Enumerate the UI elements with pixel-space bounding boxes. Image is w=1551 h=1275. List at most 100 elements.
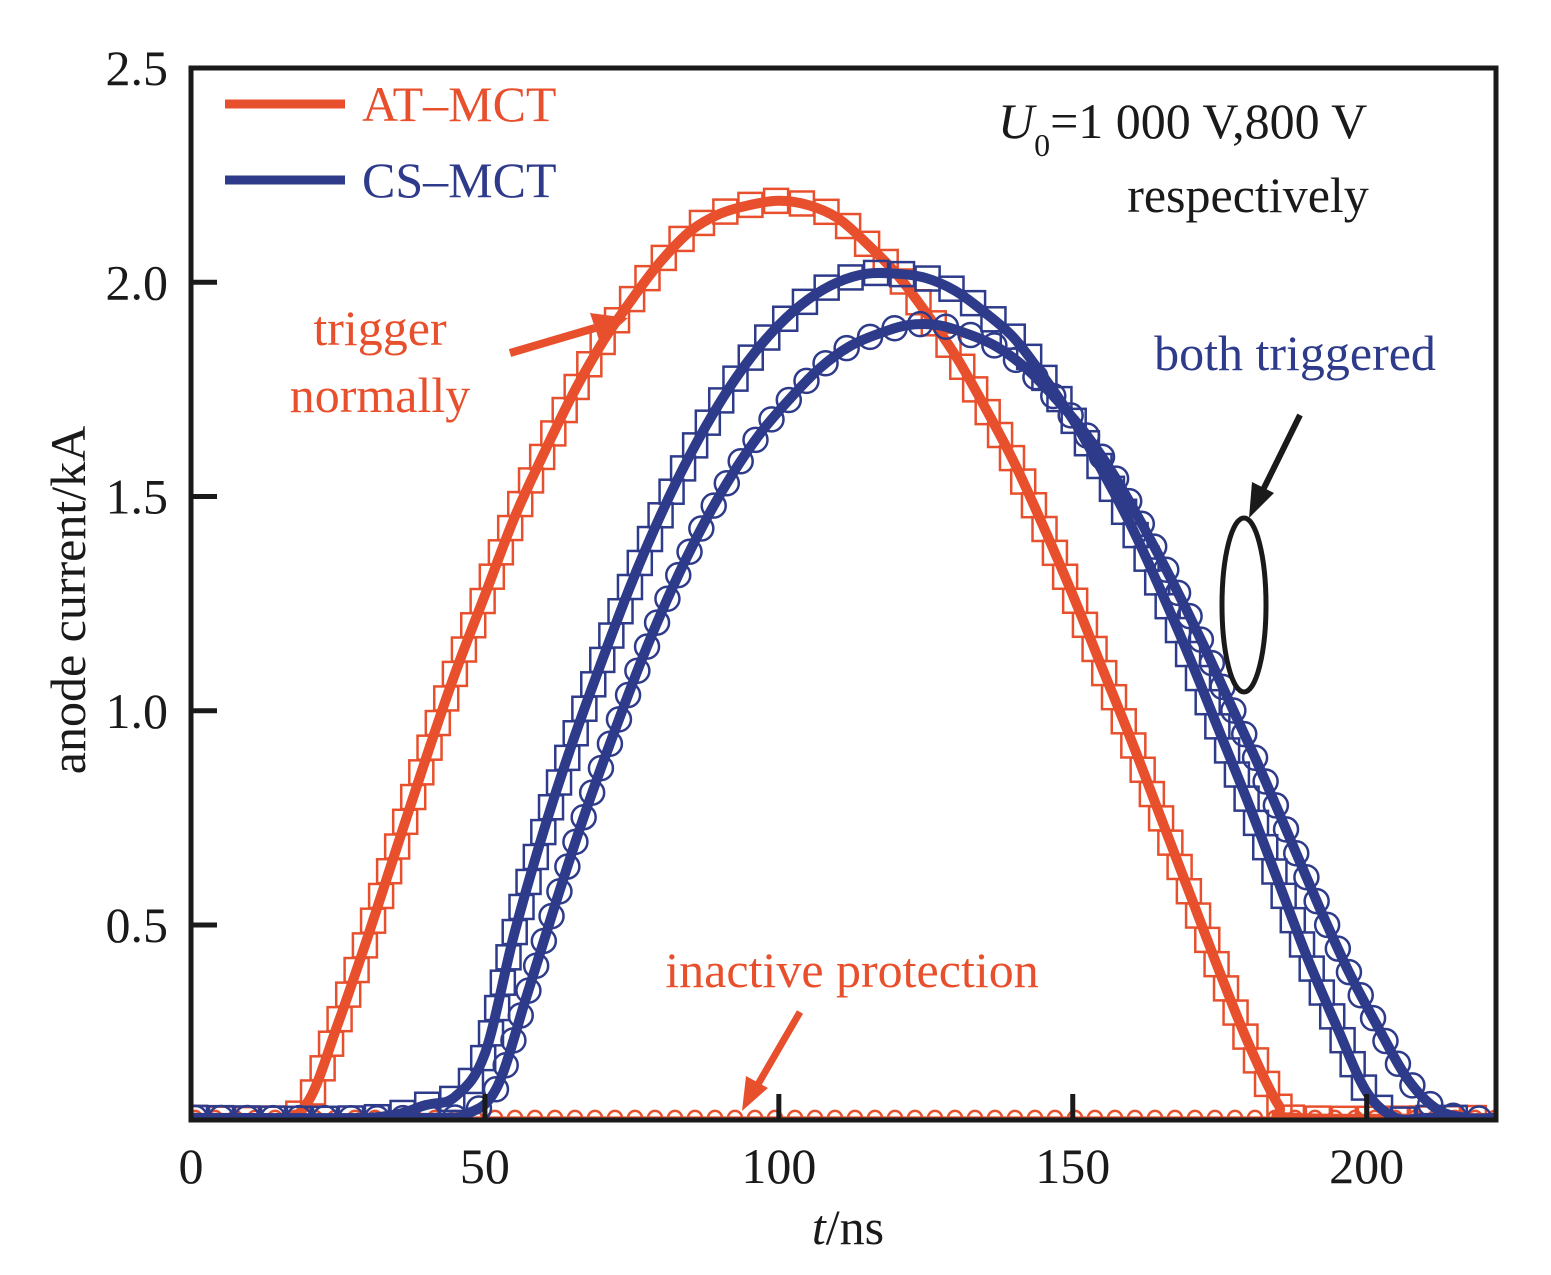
data-point <box>1399 1072 1426 1099</box>
data-point <box>1164 579 1192 607</box>
data-point <box>707 387 735 414</box>
x-tick-label: 50 <box>460 1138 510 1194</box>
data-point <box>482 1076 510 1103</box>
condition-note-line2: respectively <box>1127 167 1369 223</box>
data-point <box>742 426 769 454</box>
data-point <box>834 212 862 240</box>
data-point <box>1241 744 1269 772</box>
data-point <box>1140 533 1168 560</box>
data-point <box>483 994 511 1022</box>
data-point <box>1153 556 1180 583</box>
data-point <box>1262 792 1290 819</box>
data-point <box>981 332 1008 359</box>
x-axis-title: t/ns <box>812 1199 884 1255</box>
data-point <box>980 306 1007 333</box>
data-point <box>596 730 624 758</box>
data-point <box>722 365 749 392</box>
data-point <box>727 447 754 475</box>
data-point <box>668 225 695 253</box>
series-line <box>191 319 1496 1120</box>
tick-layer: 0 50 100 150 200 0.5 1.0 1.5 2.0 2.5 <box>106 40 1405 1194</box>
data-point <box>1347 982 1374 1009</box>
data-point <box>643 609 671 636</box>
y-tick-label: 1.5 <box>106 469 169 525</box>
data-point <box>791 288 819 316</box>
data-point <box>1252 768 1279 795</box>
condition-subscript: 0 <box>1034 127 1050 163</box>
annotation-both-ellipse <box>1219 515 1269 695</box>
data-point <box>439 1085 466 1113</box>
data-point <box>1187 626 1215 653</box>
annotation-trigger-arrowhead <box>590 313 628 343</box>
y-tick-label: 2.5 <box>106 40 169 96</box>
annotation-inactive-arrow-shaft <box>753 1010 804 1088</box>
data-point <box>700 492 727 519</box>
y-tick-label: 0.5 <box>106 897 169 953</box>
data-point <box>881 314 908 342</box>
data-point <box>1359 1004 1387 1032</box>
data-point <box>650 244 678 272</box>
data-point <box>959 289 987 317</box>
annotation-trigger-line2: normally <box>290 367 471 423</box>
data-point <box>906 310 934 338</box>
data-point <box>688 515 715 542</box>
data-point <box>654 585 681 613</box>
data-point <box>1282 840 1310 867</box>
data-point <box>758 406 785 433</box>
data-point <box>522 952 550 980</box>
data-point <box>771 305 799 332</box>
x-tick-label: 200 <box>1329 1138 1404 1194</box>
data-point <box>1220 697 1247 724</box>
data-point <box>938 275 965 302</box>
data-point <box>489 969 517 996</box>
legend-label-cs-mct: CS–MCT <box>362 152 557 208</box>
data-point <box>1128 510 1156 538</box>
data-point <box>1303 887 1330 915</box>
y-tick-label: 1.0 <box>106 683 169 739</box>
data-point <box>665 561 692 589</box>
data-point <box>1372 1027 1399 1055</box>
data-point <box>1335 958 1363 986</box>
data-point <box>793 367 820 395</box>
data-point <box>633 633 661 660</box>
data-point <box>546 878 573 905</box>
annotation-trigger-arrow-shaft <box>508 324 597 357</box>
x-tick-label: 0 <box>179 1138 204 1194</box>
data-point <box>538 902 565 930</box>
data-point <box>530 927 558 955</box>
data-point <box>1102 465 1130 492</box>
data-point <box>833 334 860 362</box>
data-point <box>507 1002 534 1029</box>
data-point <box>1324 935 1352 962</box>
data-point <box>1073 422 1101 449</box>
series-line <box>191 195 1496 1120</box>
data-point <box>713 469 741 497</box>
data-point <box>1384 1050 1412 1078</box>
condition-note: U0=1 000 V,800 V <box>998 93 1367 163</box>
data-point <box>737 191 764 219</box>
x-tick-label: 150 <box>1035 1138 1110 1194</box>
data-point <box>515 977 542 1004</box>
data-point <box>1002 346 1030 374</box>
annotation-trigger-line1: trigger <box>313 300 447 356</box>
data-point <box>856 323 884 351</box>
data-point <box>737 344 765 371</box>
data-point <box>853 230 881 258</box>
condition-values: =1 000 V,800 V <box>1050 93 1367 149</box>
data-point <box>554 853 581 880</box>
data-point <box>775 386 803 414</box>
data-point <box>1115 487 1143 515</box>
data-point <box>1440 1102 1467 1120</box>
data-point <box>634 264 661 292</box>
data-point <box>1350 1074 1378 1101</box>
data-point <box>812 350 839 377</box>
legend: AT–MCT CS–MCT <box>225 76 557 208</box>
data-point <box>492 1051 519 1079</box>
series-line <box>191 267 1460 1120</box>
data-point <box>500 1027 527 1054</box>
y-tick-label: 2.0 <box>106 254 169 310</box>
x-tick-label: 100 <box>741 1138 816 1194</box>
data-point <box>1313 911 1341 939</box>
data-point <box>605 706 633 733</box>
series-3 <box>191 310 1496 1120</box>
